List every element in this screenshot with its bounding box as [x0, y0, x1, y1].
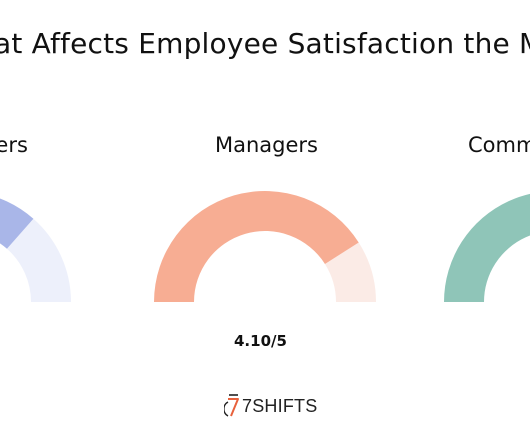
gauge-fill-1 — [154, 190, 359, 302]
gauge-label-managers: Managers — [215, 133, 318, 157]
brand-logo: 7SHIFTS — [224, 388, 317, 418]
gauge-track-0 — [6, 218, 72, 302]
gauge-score-managers: 4.10/5 — [234, 332, 287, 350]
gauge-label-community: Comm — [468, 133, 530, 157]
logo-wordmark: 7SHIFTS — [242, 396, 318, 416]
gauge-fill-2 — [444, 193, 530, 302]
gauge-fill-0 — [0, 198, 34, 249]
gauge-label-workers: kers — [0, 133, 28, 157]
gauge-track-1 — [324, 242, 376, 302]
stopwatch-icon — [224, 394, 239, 417]
